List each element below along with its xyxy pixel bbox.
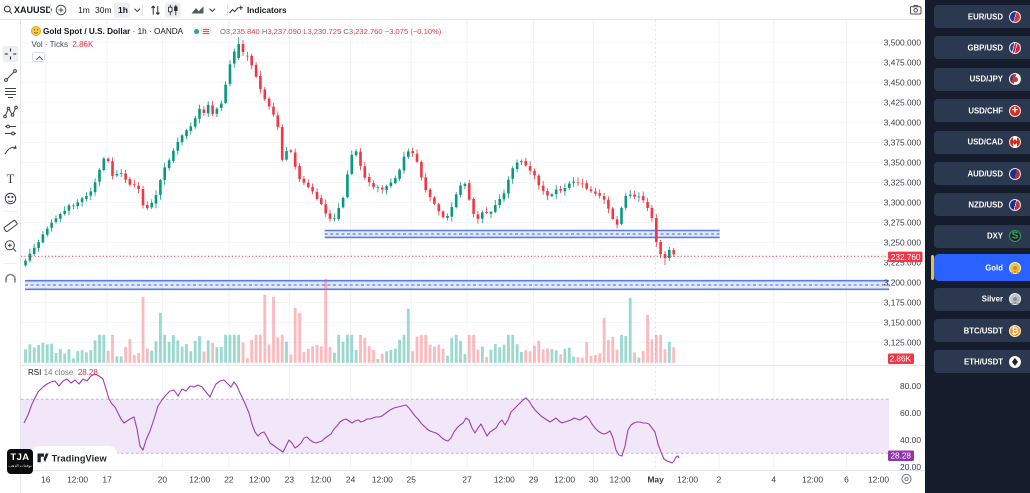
svg-text:3,425.000: 3,425.000 [884, 98, 922, 108]
svg-text:3,325.000: 3,325.000 [884, 178, 922, 188]
svg-text:12:00: 12:00 [494, 475, 515, 485]
svg-text:60.00: 60.00 [900, 408, 921, 418]
svg-text:29: 29 [529, 475, 539, 485]
svg-text:3,150.000: 3,150.000 [884, 318, 922, 328]
svg-text:4: 4 [771, 475, 776, 485]
svg-text:3,375.000: 3,375.000 [884, 138, 922, 148]
svg-text:12:00: 12:00 [802, 475, 823, 485]
svg-text:20.00: 20.00 [900, 462, 921, 472]
svg-text:17: 17 [102, 475, 112, 485]
svg-text:16: 16 [41, 475, 51, 485]
svg-text:12:00: 12:00 [310, 475, 331, 485]
svg-text:23: 23 [285, 475, 295, 485]
svg-text:27: 27 [462, 475, 472, 485]
svg-text:30: 30 [589, 475, 599, 485]
svg-text:22: 22 [224, 475, 234, 485]
svg-text:12:00: 12:00 [554, 475, 575, 485]
svg-text:3,500.000: 3,500.000 [884, 38, 922, 48]
svg-text:May: May [647, 475, 664, 485]
svg-text:12:00: 12:00 [249, 475, 270, 485]
svg-text:40.00: 40.00 [900, 435, 921, 445]
svg-text:3,350.000: 3,350.000 [884, 158, 922, 168]
svg-text:3,275.000: 3,275.000 [884, 218, 922, 228]
svg-text:3,475.000: 3,475.000 [884, 58, 922, 68]
svg-text:24: 24 [346, 475, 356, 485]
svg-text:2: 2 [717, 475, 722, 485]
svg-text:80.00: 80.00 [900, 381, 921, 391]
svg-text:3,400.000: 3,400.000 [884, 118, 922, 128]
svg-text:T: T [7, 172, 15, 186]
svg-text:3,175.000: 3,175.000 [884, 298, 922, 308]
svg-text:6: 6 [844, 475, 849, 485]
svg-text:12:00: 12:00 [372, 475, 393, 485]
svg-text:25: 25 [407, 475, 417, 485]
svg-text:3,232.760: 3,232.760 [884, 253, 921, 262]
svg-text:3,300.000: 3,300.000 [884, 198, 922, 208]
svg-text:28.28: 28.28 [891, 452, 912, 461]
svg-text:3,450.000: 3,450.000 [884, 78, 922, 88]
svg-text:12:00: 12:00 [67, 475, 88, 485]
svg-text:2.86K: 2.86K [890, 355, 912, 364]
svg-text:12:00: 12:00 [189, 475, 210, 485]
svg-text:3,125.000: 3,125.000 [884, 337, 922, 347]
svg-text:3,250.000: 3,250.000 [884, 238, 922, 248]
svg-text:3,225.000: 3,225.000 [884, 258, 922, 268]
svg-text:12:00: 12:00 [677, 475, 698, 485]
svg-text:12:00: 12:00 [868, 475, 889, 485]
svg-text:12:00: 12:00 [610, 475, 631, 485]
svg-text:20: 20 [158, 475, 168, 485]
svg-text:3,200.000: 3,200.000 [884, 278, 922, 288]
